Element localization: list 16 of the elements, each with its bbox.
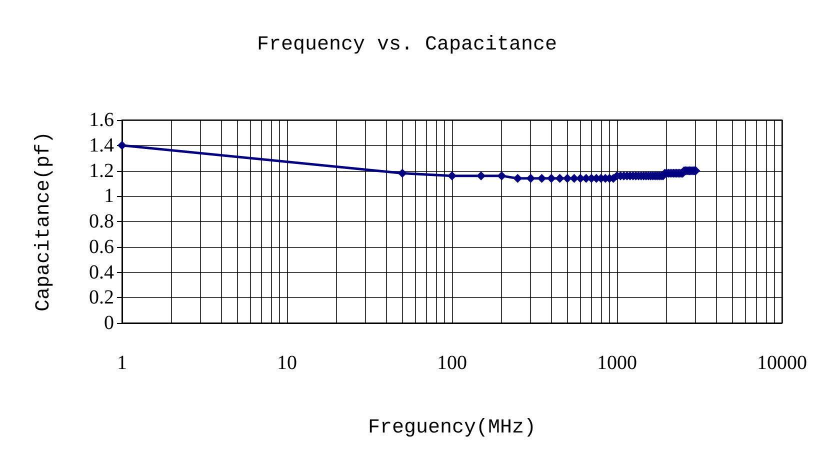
y-tick-label: 1.4 bbox=[89, 134, 114, 156]
chart-title: Frequency vs. Capacitance bbox=[256, 34, 558, 56]
x-tick-label: 10000 bbox=[757, 352, 807, 374]
y-tick-label: 1 bbox=[104, 185, 114, 208]
y-tick-label: 1.2 bbox=[89, 160, 114, 182]
y-tick-label: 0.8 bbox=[89, 210, 114, 232]
y-axis-title: Capacitance(pf) bbox=[32, 131, 56, 312]
y-tick-label: 0 bbox=[104, 312, 114, 334]
y-tick-label: 1.6 bbox=[89, 109, 114, 131]
x-axis-title: Freguency(MHz) bbox=[368, 416, 536, 440]
y-tick-label: 0.4 bbox=[89, 261, 114, 284]
x-tick-label: 1000 bbox=[597, 352, 637, 374]
x-tick-label: 100 bbox=[437, 352, 467, 374]
x-tick-label: 10 bbox=[277, 352, 297, 374]
y-tick-label: 0.2 bbox=[89, 286, 114, 309]
y-tick-label: 0.6 bbox=[89, 236, 114, 258]
